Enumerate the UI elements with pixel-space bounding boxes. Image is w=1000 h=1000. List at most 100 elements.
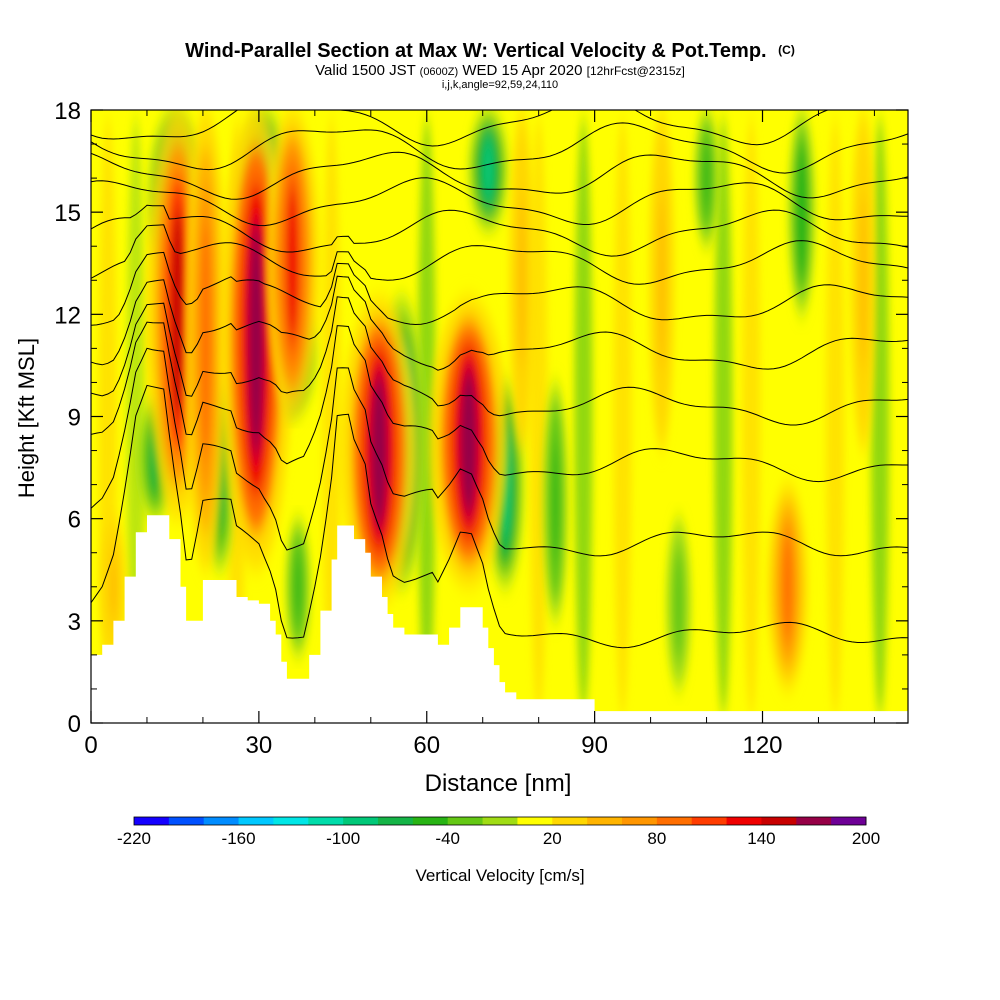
- isentrope-7: [91, 204, 908, 257]
- updraft-core-4-3: [370, 370, 388, 531]
- downdraft-column-10: [788, 110, 816, 315]
- chart-title-mark: (C): [778, 43, 795, 57]
- colorbar-tick-label-6: 140: [747, 829, 775, 848]
- downdraft-core-9-3: [552, 439, 559, 564]
- isentrope-0: [91, 384, 908, 649]
- colorbar: -220 -160 -100 -40 20 80 140 200: [117, 816, 880, 848]
- y-axis-label: Height [Kft MSL]: [14, 338, 39, 498]
- updraft-column-1: [184, 110, 228, 570]
- x-axis: 0 30 60 90 120: [84, 110, 875, 759]
- colorbar-swatch-13: [587, 817, 623, 825]
- colorbar-swatch-6: [343, 817, 379, 825]
- isentrope-5: [91, 251, 908, 326]
- colorbar-frame: [133, 816, 867, 826]
- colorbar-tick-label-2: -100: [326, 829, 360, 848]
- isentrope-3: [91, 296, 908, 426]
- subtitle-fcst: [12hrFcst@2315z]: [587, 64, 685, 78]
- updraft-core-3-3: [286, 183, 299, 343]
- downdraft-core-12-3: [675, 559, 682, 649]
- colorbar-swatch-19: [796, 817, 832, 825]
- chart-title-group: Wind-Parallel Section at Max W: Vertical…: [185, 40, 795, 62]
- updraft-core-0-3: [170, 208, 185, 421]
- x-tick-label-0: 0: [84, 732, 97, 759]
- colorbar-swatch-15: [656, 817, 693, 825]
- colorbar-swatch-10: [482, 817, 518, 825]
- isentrope-10: [91, 122, 908, 174]
- colorbar-swatch-20: [831, 817, 867, 825]
- colorbar-swatch-2: [203, 817, 240, 825]
- colorbar-label: Vertical Velocity [cm/s]: [415, 866, 584, 885]
- updraft-column-5: [429, 297, 509, 587]
- downdraft-column-12: [665, 518, 692, 689]
- colorbar-swatch-14: [622, 817, 658, 825]
- y-tick-label-0: 0: [68, 711, 81, 738]
- updraft-column-3: [265, 110, 320, 417]
- updraft-core-5-3: [459, 366, 478, 518]
- potential-temperature-contours: [91, 110, 908, 649]
- isentrope-2: [91, 321, 908, 483]
- updraft-column-7: [509, 110, 535, 451]
- colorbar-swatch-1: [168, 817, 205, 825]
- colorbar-swatch-7: [378, 817, 414, 825]
- subtitle-valid: Valid 1500 JST: [315, 62, 415, 79]
- colorbar-tick-label-5: 80: [647, 829, 666, 848]
- subtitle-date: WED 15 Apr 2020: [462, 62, 582, 79]
- subtitle-utc: (0600Z): [420, 66, 459, 78]
- isentrope-4: [91, 275, 908, 371]
- downdraft-core-4-3: [483, 138, 493, 201]
- streak-6: [574, 116, 593, 717]
- updraft-core-7-3: [519, 191, 525, 369]
- downdraft-core-8-3: [295, 551, 301, 623]
- y-tick-label-4: 12: [54, 302, 81, 329]
- y-tick-label-3: 9: [68, 405, 81, 432]
- colorbar-swatch-16: [691, 817, 728, 825]
- chart-subtitle-group: Valid 1500 JST (0600Z) WED 15 Apr 2020 […: [315, 62, 685, 79]
- colorbar-tick-label-7: 200: [852, 829, 880, 848]
- chart-title: Wind-Parallel Section at Max W: Vertical…: [185, 40, 766, 62]
- downdraft-core-10-3: [798, 159, 805, 266]
- colorbar-tick-label-1: -160: [222, 829, 256, 848]
- colorbar-swatch-5: [308, 817, 344, 825]
- plot-area: [91, 110, 908, 723]
- streak-10: [826, 116, 845, 717]
- colorbar-swatch-8: [412, 817, 449, 825]
- y-tick-label-1: 3: [68, 609, 81, 636]
- colorbar-tick-label-3: -40: [435, 829, 460, 848]
- y-tick-label-6: 18: [54, 98, 81, 125]
- colorbar-swatch-18: [761, 817, 797, 825]
- terrain-mask: [91, 515, 908, 723]
- streak-4: [417, 116, 436, 717]
- y-tick-label-5: 15: [54, 200, 81, 227]
- downdraft-column-9: [542, 382, 569, 621]
- x-tick-label-1: 30: [246, 732, 273, 759]
- x-tick-label-3: 90: [581, 732, 608, 759]
- isentrope-6: [91, 224, 908, 285]
- isentrope-11: [91, 110, 830, 147]
- updraft-core-2-3: [248, 220, 265, 460]
- streak-7: [613, 116, 632, 717]
- updraft-core-10-3: [110, 551, 117, 623]
- colorbar-swatch-11: [517, 817, 553, 825]
- x-tick-label-4: 120: [742, 732, 782, 759]
- x-tick-label-2: 60: [413, 732, 440, 759]
- y-axis: 0 3 6 9 12 15 18: [54, 98, 908, 738]
- colorbar-swatch-4: [273, 817, 309, 825]
- isentrope-8: [91, 177, 908, 227]
- downdraft-column-11: [693, 110, 720, 247]
- updraft-core-6-3: [783, 533, 793, 640]
- isentrope-9: [91, 151, 908, 200]
- downdraft-column-8: [285, 518, 311, 655]
- colorbar-tick-label-0: -220: [117, 829, 151, 848]
- colorbar-swatch-17: [726, 817, 762, 825]
- colorbar-swatch-12: [552, 817, 588, 825]
- streak-8: [714, 116, 733, 717]
- subtitle-grid: i,j,k,angle=92,59,24,110: [442, 79, 558, 91]
- downdraft-column-4: [468, 110, 509, 230]
- updraft-core-9-3: [860, 191, 867, 369]
- colorbar-tick-label-4: 20: [543, 829, 562, 848]
- y-tick-label-2: 6: [68, 507, 81, 534]
- isentrope-1: [91, 347, 908, 557]
- updraft-column-9: [850, 110, 876, 451]
- colorbar-swatch-9: [447, 817, 484, 825]
